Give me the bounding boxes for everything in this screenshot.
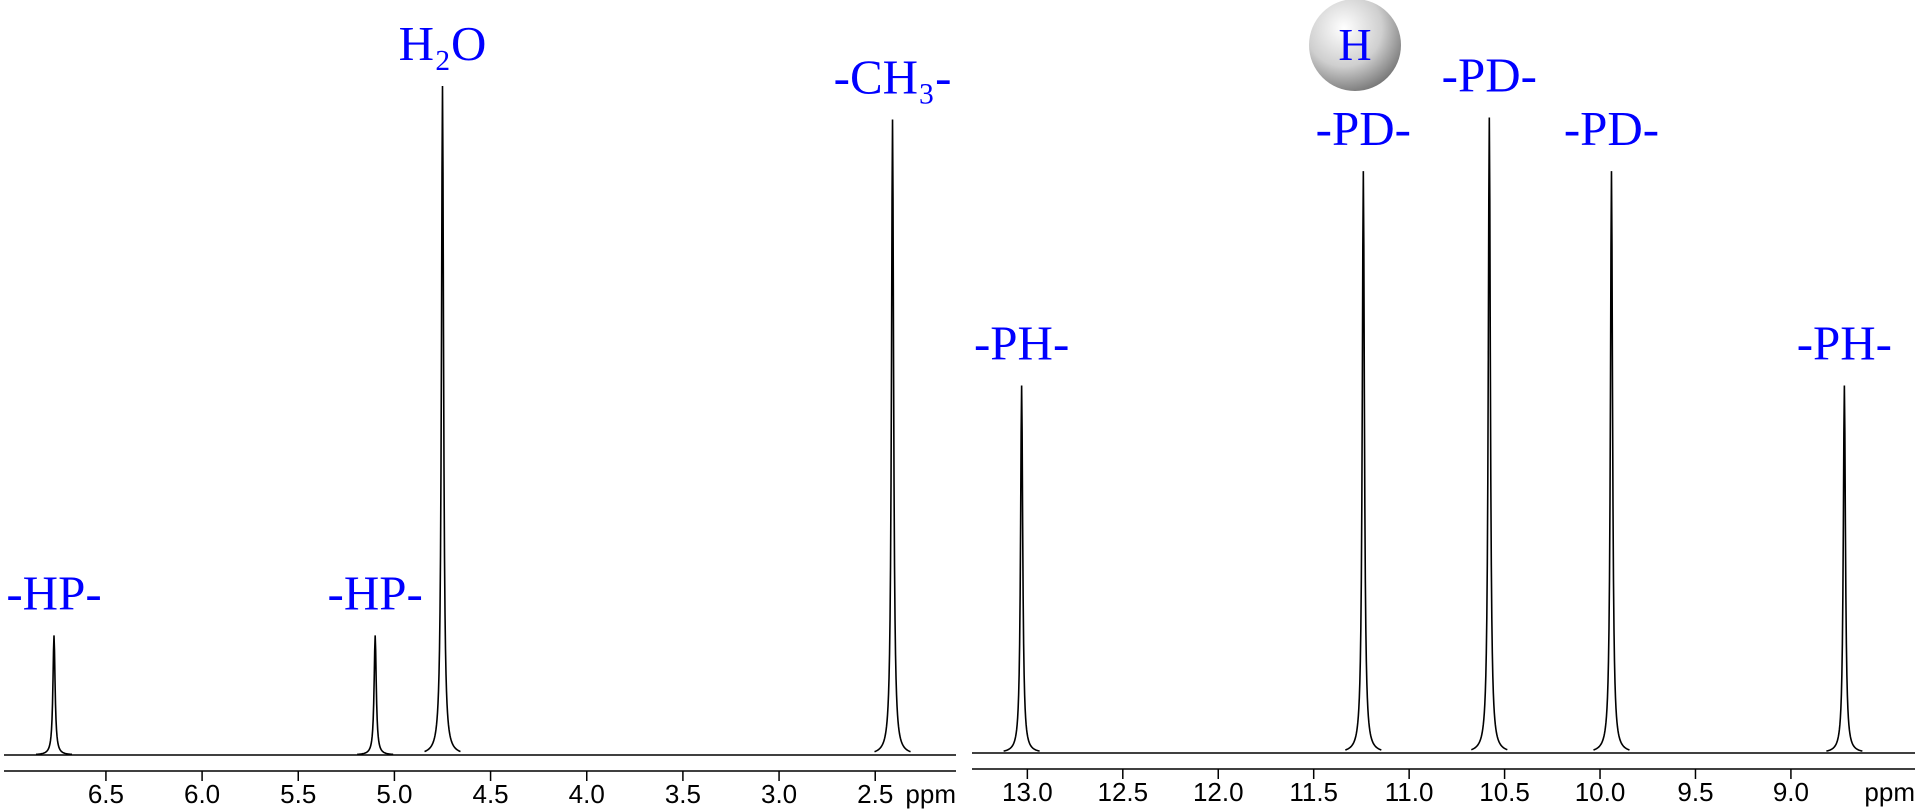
x-tick-label: 6.0 bbox=[184, 779, 220, 809]
peak-label: -PD- bbox=[1316, 101, 1411, 156]
peak bbox=[1826, 385, 1863, 752]
peak bbox=[1593, 171, 1630, 751]
peak-label: -PD- bbox=[1564, 101, 1659, 156]
peak-label: -PH- bbox=[1797, 316, 1892, 371]
x-tick-label: 10.0 bbox=[1575, 777, 1626, 807]
peak-label: -PH- bbox=[974, 316, 1069, 371]
x-tick-label: 9.5 bbox=[1677, 777, 1713, 807]
peak-label: -HP- bbox=[6, 565, 101, 620]
x-axis-label: ppm bbox=[1864, 777, 1915, 807]
badge-ball bbox=[1309, 0, 1401, 91]
peak bbox=[357, 635, 394, 756]
peak-label: H₂O bbox=[399, 16, 487, 71]
peak bbox=[424, 85, 461, 753]
x-tick-label: 9.0 bbox=[1773, 777, 1809, 807]
x-tick-label: 5.5 bbox=[280, 779, 316, 809]
x-tick-label: 12.5 bbox=[1097, 777, 1148, 807]
x-tick-label: 13.0 bbox=[1002, 777, 1053, 807]
peak bbox=[1471, 117, 1508, 751]
peak bbox=[1345, 171, 1382, 751]
x-tick-label: 6.5 bbox=[88, 779, 124, 809]
x-tick-label: 3.0 bbox=[761, 779, 797, 809]
peak bbox=[1003, 385, 1040, 752]
peak-label: -HP- bbox=[328, 565, 423, 620]
x-tick-label: 11.5 bbox=[1289, 777, 1338, 807]
peak-label: -CH₃- bbox=[834, 50, 952, 105]
x-tick-label: 5.0 bbox=[376, 779, 412, 809]
x-tick-label: 4.5 bbox=[472, 779, 508, 809]
x-tick-label: 11.0 bbox=[1385, 777, 1434, 807]
peak bbox=[874, 119, 911, 753]
x-tick-label: 2.5 bbox=[857, 779, 893, 809]
x-tick-label: 4.0 bbox=[569, 779, 605, 809]
x-axis-label: ppm bbox=[905, 779, 956, 809]
badge-text: H bbox=[1338, 19, 1371, 70]
peak-label: -PD- bbox=[1442, 48, 1537, 103]
x-tick-label: 12.0 bbox=[1193, 777, 1244, 807]
x-tick-label: 10.5 bbox=[1479, 777, 1530, 807]
peak bbox=[35, 635, 73, 756]
x-tick-label: 3.5 bbox=[665, 779, 701, 809]
